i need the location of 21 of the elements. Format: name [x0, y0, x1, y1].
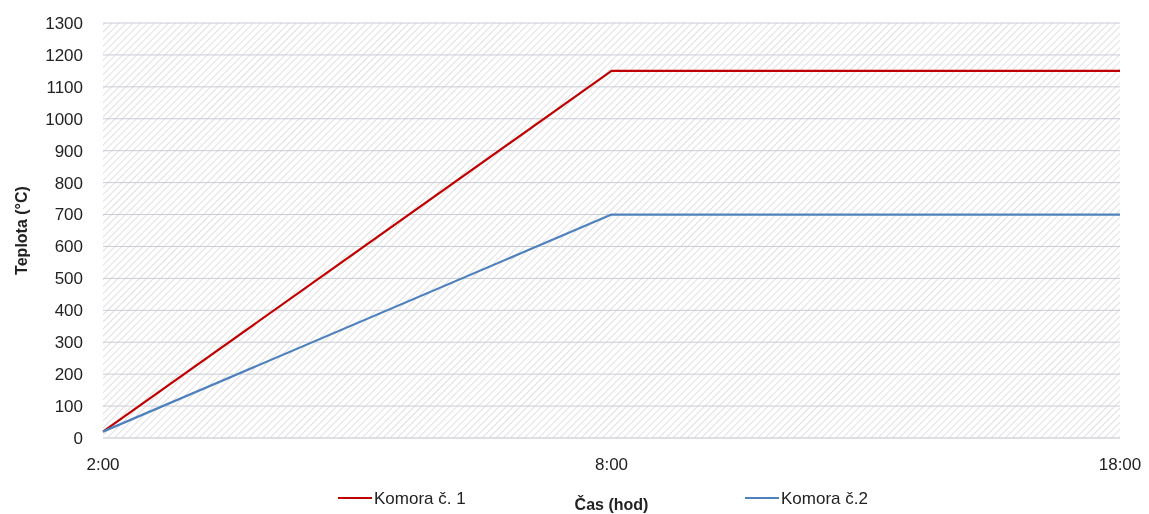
y-tick-label: 1100	[46, 77, 83, 97]
y-tick-label: 500	[54, 269, 83, 289]
legend-label: Komora č. 1	[374, 488, 466, 508]
y-tick-label: 400	[54, 301, 83, 321]
y-tick-label: 300	[54, 333, 83, 353]
y-tick-label: 0	[73, 428, 83, 448]
legend-label: Komora č.2	[781, 488, 868, 508]
x-tick-label: 18:00	[1098, 455, 1142, 474]
y-tick-label: 800	[54, 173, 83, 193]
y-tick-label: 1200	[45, 45, 83, 65]
x-tick-label: 8:00	[594, 455, 629, 474]
x-axis-title: Čas (hod)	[574, 495, 649, 513]
y-axis-title: Teplota (°C)	[13, 186, 30, 275]
y-tick-label: 1300	[45, 13, 83, 33]
y-tick-label: 600	[54, 237, 83, 257]
x-tick-label: 2:00	[86, 455, 120, 474]
y-tick-label: 100	[54, 397, 83, 417]
y-tick-label: 1000	[45, 109, 83, 129]
y-tick-label: 900	[54, 141, 83, 161]
y-tick-label: 200	[54, 365, 83, 385]
y-tick-label: 700	[54, 205, 83, 225]
